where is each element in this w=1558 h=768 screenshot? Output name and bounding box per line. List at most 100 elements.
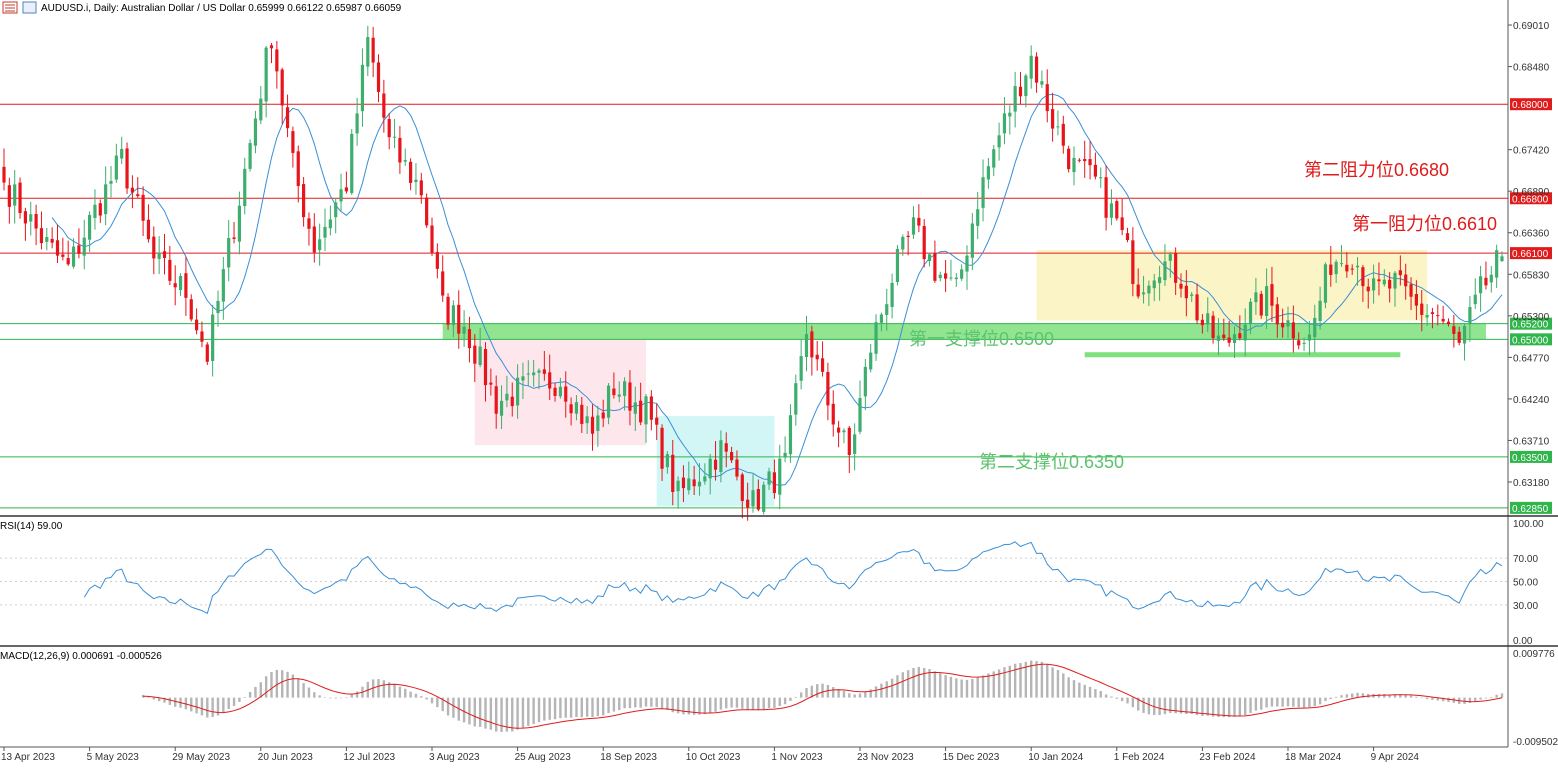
candle-body xyxy=(681,477,686,489)
candle-body xyxy=(1008,112,1012,117)
macd-histogram-bar xyxy=(216,697,220,716)
candle-body xyxy=(489,382,493,385)
macd-histogram-bar xyxy=(992,671,995,698)
macd-histogram-bar xyxy=(1447,697,1450,702)
macd-histogram-bar xyxy=(880,683,883,698)
macd-histogram-bar xyxy=(1104,694,1108,698)
macd-histogram-bar xyxy=(521,697,525,728)
macd-histogram-bar xyxy=(874,686,878,698)
candle-body xyxy=(831,403,835,425)
macd-histogram-bar xyxy=(709,697,712,713)
macd-histogram-bar xyxy=(1308,697,1311,708)
price-tick-label: 0.63710 xyxy=(1513,436,1550,447)
macd-histogram-bar xyxy=(1409,695,1413,698)
macd-histogram-bar xyxy=(1238,697,1242,717)
macd-histogram-bar xyxy=(896,675,899,698)
candle-body xyxy=(949,277,953,279)
candle-body xyxy=(697,481,702,487)
candle-body xyxy=(1281,322,1285,328)
macd-histogram-bar xyxy=(355,691,359,698)
candle-body xyxy=(66,258,70,265)
macd-histogram-bar xyxy=(1249,697,1252,713)
macd-histogram-bar xyxy=(1361,693,1365,698)
macd-histogram-bar xyxy=(1484,697,1488,699)
macd-histogram-bar xyxy=(671,697,674,713)
price-tick-label: 0.65830 xyxy=(1513,270,1550,281)
macd-histogram-bar xyxy=(1244,697,1247,716)
macd-histogram-bar xyxy=(960,679,963,698)
candle-body xyxy=(1425,314,1429,318)
candle-body xyxy=(746,499,750,508)
candle-body xyxy=(521,376,525,381)
price-tick-label: 0.63180 xyxy=(1513,478,1550,489)
date-tick-label: 13 Apr 2023 xyxy=(1,752,55,763)
candle-body xyxy=(392,136,397,138)
candle-body xyxy=(323,226,327,238)
macd-histogram-bar xyxy=(468,697,471,725)
candle-body xyxy=(1072,157,1076,173)
macd-histogram-bar xyxy=(1062,673,1065,698)
support-bar xyxy=(1084,352,1401,358)
candle-body xyxy=(537,370,541,373)
macd-histogram-bar xyxy=(1169,697,1172,714)
candle-body xyxy=(18,182,22,214)
candle-body xyxy=(1206,313,1210,325)
macd-histogram-bar xyxy=(1211,697,1215,717)
candle-body xyxy=(633,402,637,414)
candle-body xyxy=(1420,303,1424,315)
candle-body xyxy=(221,269,225,302)
candle-body xyxy=(387,119,391,138)
candle-body xyxy=(1462,325,1467,344)
macd-histogram-bar xyxy=(152,697,155,700)
macd-histogram-bar xyxy=(928,669,931,698)
candle-body xyxy=(917,217,921,226)
date-tick-label: 18 Sep 2023 xyxy=(600,752,657,763)
macd-histogram-bar xyxy=(1206,697,1209,716)
chart-type-icon[interactable] xyxy=(22,1,37,14)
level-tag-0.68000 xyxy=(1510,98,1552,111)
macd-histogram-bar xyxy=(939,673,942,698)
candle-body xyxy=(606,385,611,418)
macd-histogram-bar xyxy=(227,697,230,709)
macd-histogram-bar xyxy=(1292,697,1295,707)
macd-histogram-bar xyxy=(1425,697,1429,700)
macd-histogram-bar xyxy=(495,697,498,732)
macd-histogram-bar xyxy=(511,697,514,732)
macd-tick-label: 0.009776 xyxy=(1513,649,1555,660)
macd-histogram-bar xyxy=(537,697,541,723)
candle-body xyxy=(724,443,728,452)
macd-histogram-bar xyxy=(1388,694,1391,698)
macd-histogram-bar xyxy=(548,697,551,720)
candle-body xyxy=(1313,317,1317,338)
macd-histogram-bar xyxy=(1479,697,1482,700)
candle-body xyxy=(564,386,568,402)
candle-body xyxy=(237,205,241,242)
candle-body xyxy=(1190,294,1194,296)
macd-header: MACD(12,26,9) 0.000691 -0.000526 xyxy=(0,651,162,662)
candle-body xyxy=(617,394,621,397)
macd-histogram-bar xyxy=(238,697,241,702)
macd-histogram-bar xyxy=(446,697,450,716)
candle-body xyxy=(285,107,290,129)
candle-body xyxy=(419,180,423,196)
candle-body xyxy=(253,118,258,146)
candle-body xyxy=(1222,334,1226,339)
candle-body xyxy=(1152,280,1156,289)
candle-body xyxy=(933,253,937,281)
macd-histogram-bar xyxy=(751,697,755,710)
macd-histogram-bar xyxy=(334,697,337,699)
macd-histogram-bar xyxy=(842,690,846,698)
macd-histogram-bar xyxy=(286,671,289,698)
candle-body xyxy=(558,386,562,397)
candle-body xyxy=(885,304,889,315)
candle-body xyxy=(350,133,354,194)
level-tag-text: 0.66100 xyxy=(1512,249,1549,260)
candle-body xyxy=(927,254,932,262)
macd-histogram-bar xyxy=(1201,697,1204,716)
macd-histogram-bar xyxy=(441,697,444,712)
candle-body xyxy=(954,277,958,280)
macd-histogram-bar xyxy=(1094,689,1097,698)
macd-histogram-bar xyxy=(1500,693,1504,698)
candle-body xyxy=(1120,217,1124,231)
macd-pane xyxy=(141,660,1504,732)
